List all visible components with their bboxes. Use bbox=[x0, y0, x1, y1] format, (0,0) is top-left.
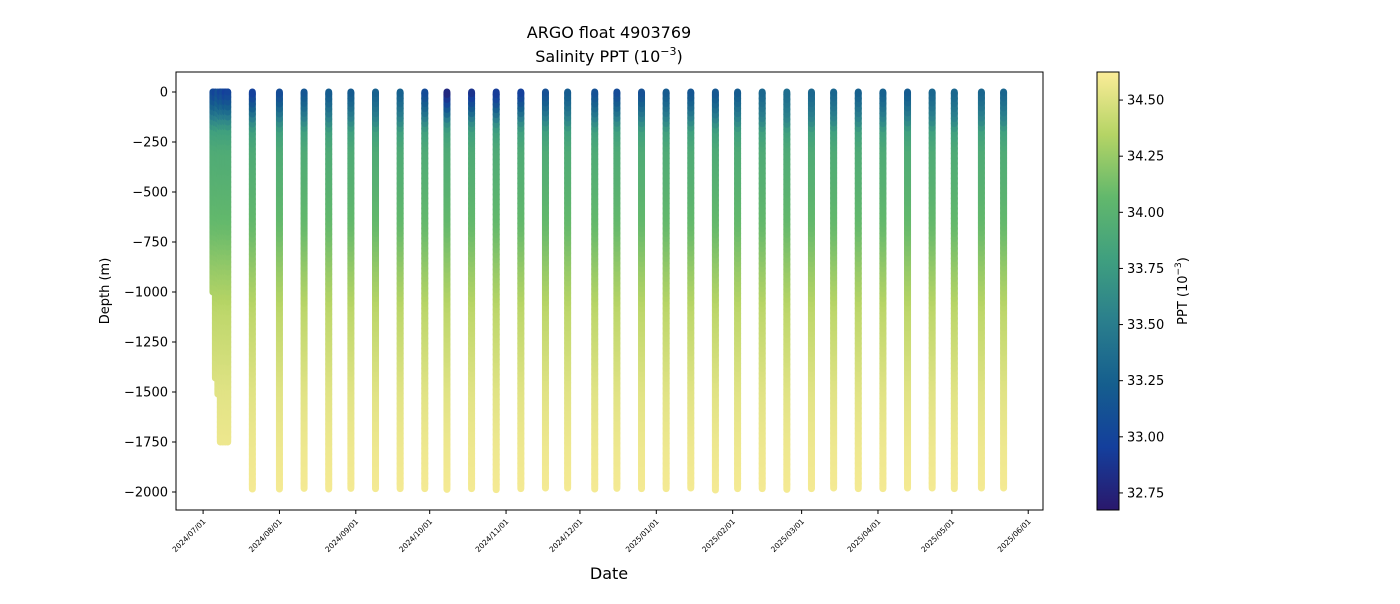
y-tick-label: −1250 bbox=[124, 336, 168, 351]
colorbar-label: PPT (10−3) bbox=[1174, 257, 1191, 325]
x-tick-label: 2024/08/01 bbox=[247, 517, 284, 554]
subtitle-end: ) bbox=[677, 47, 683, 66]
y-tick-label: −750 bbox=[132, 236, 168, 251]
colorbar-tick-label: 33.00 bbox=[1127, 430, 1164, 445]
subtitle-exp: −3 bbox=[660, 45, 676, 58]
subtitle-base: Salinity PPT (10 bbox=[535, 47, 660, 66]
chart-title: ARGO float 4903769 bbox=[527, 23, 691, 42]
profiles-layer bbox=[209, 88, 1008, 494]
y-axis-label: Depth (m) bbox=[98, 258, 113, 325]
y-tick-label: −2000 bbox=[124, 486, 168, 501]
colorbar-tick-label: 34.00 bbox=[1127, 206, 1164, 221]
y-tick-label: −1750 bbox=[124, 436, 168, 451]
x-tick-label: 2024/10/01 bbox=[397, 517, 434, 554]
x-tick-label: 2024/12/01 bbox=[547, 517, 584, 554]
x-tick-label: 2024/09/01 bbox=[323, 517, 360, 554]
colorbar-tick-label: 32.75 bbox=[1127, 486, 1164, 501]
colorbar-tick-label: 33.75 bbox=[1127, 262, 1164, 277]
colorbar-tick-label: 34.50 bbox=[1127, 94, 1164, 109]
x-tick-label: 2024/07/01 bbox=[171, 517, 208, 554]
x-tick-label: 2025/01/01 bbox=[624, 517, 661, 554]
x-tick-label: 2025/04/01 bbox=[845, 517, 882, 554]
x-tick-label: 2025/05/01 bbox=[919, 517, 956, 554]
y-tick-label: −1000 bbox=[124, 286, 168, 301]
colorbar-tick-label: 33.50 bbox=[1127, 318, 1164, 333]
colorbar-label-base: PPT (10 bbox=[1176, 275, 1191, 324]
y-tick-label: −1500 bbox=[124, 386, 168, 401]
colorbar-tick-label: 34.25 bbox=[1127, 150, 1164, 165]
x-tick-label: 2024/11/01 bbox=[474, 517, 511, 554]
y-tick-label: −250 bbox=[132, 136, 168, 151]
colorbar-axis: 32.75 33.00 33.25 33.50 33.75 34.00 34.25 34.50 bbox=[1119, 94, 1164, 501]
y-tick-label: 0 bbox=[160, 86, 168, 101]
colorbar-label-exp: −3 bbox=[1174, 262, 1184, 275]
y-axis: 0 −250 −500 −750 −1000 −1250 −1500 −1750 −2000 bbox=[124, 86, 176, 501]
colorbar-label-end: ) bbox=[1176, 257, 1191, 262]
chart-subtitle: Salinity PPT (10−3) bbox=[535, 45, 683, 66]
x-tick-label: 2025/03/01 bbox=[769, 517, 806, 554]
x-tick-label: 2025/06/01 bbox=[996, 517, 1033, 554]
colorbar bbox=[1096, 71, 1120, 511]
x-axis-label: Date bbox=[590, 564, 628, 583]
plot-frame bbox=[175, 71, 1044, 511]
x-tick-label: 2025/02/01 bbox=[700, 517, 737, 554]
y-tick-label: −500 bbox=[132, 186, 168, 201]
x-axis: 2024/07/01 2024/08/01 2024/09/01 2024/10/01… bbox=[171, 510, 1033, 554]
colorbar-tick-label: 33.25 bbox=[1127, 374, 1164, 389]
